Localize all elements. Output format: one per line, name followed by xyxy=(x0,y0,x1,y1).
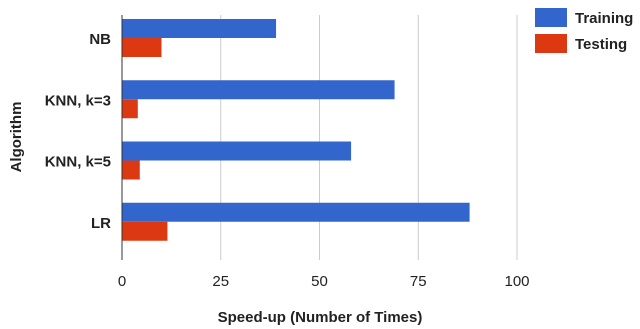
testing-legend-label: Testing xyxy=(575,36,627,53)
training-bar xyxy=(122,141,352,161)
testing-bar xyxy=(122,99,138,119)
x-axis-ticks: 0 25 50 75 100 xyxy=(118,273,530,290)
x-tick-label: 100 xyxy=(504,273,529,290)
testing-bar xyxy=(122,221,168,241)
bars xyxy=(122,19,470,241)
x-tick-label: 50 xyxy=(311,273,328,290)
y-category-label: LR xyxy=(91,215,111,232)
testing-legend-swatch xyxy=(535,34,567,53)
training-legend-label: Training xyxy=(575,10,633,27)
y-axis-categories: NB KNN, k=3 KNN, k=5 LR xyxy=(45,31,111,232)
x-tick-label: 75 xyxy=(410,273,427,290)
training-bar xyxy=(122,80,395,100)
legend: Training Testing xyxy=(535,8,633,53)
gridlines xyxy=(220,15,518,260)
y-category-label: KNN, k=5 xyxy=(45,154,111,171)
y-category-label: KNN, k=3 xyxy=(45,92,111,109)
y-axis-title: Algorithm xyxy=(8,102,25,173)
y-category-label: NB xyxy=(89,31,111,48)
training-bar xyxy=(122,202,470,222)
training-bar xyxy=(122,19,277,38)
testing-bar xyxy=(122,160,140,180)
x-tick-label: 25 xyxy=(212,273,229,290)
training-legend-swatch xyxy=(535,8,567,27)
testing-bar xyxy=(122,38,162,57)
x-axis-title: Speed-up (Number of Times) xyxy=(218,309,423,326)
x-tick-label: 0 xyxy=(118,273,126,290)
